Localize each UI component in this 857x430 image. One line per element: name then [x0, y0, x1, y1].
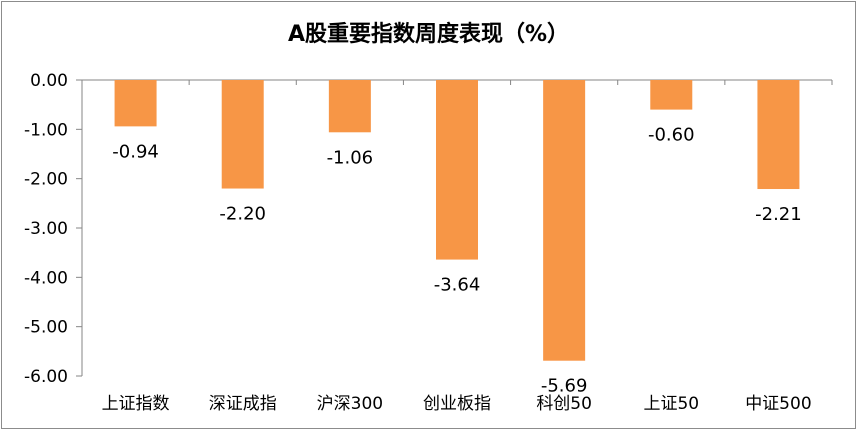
bar: [436, 80, 478, 260]
chart-axes: 0.00 -1.00 -2.00 -3.00 -4.00 -5.00 -6.00 上证指数 深证…: [24, 71, 833, 414]
y-tick-label: -2.00: [24, 170, 68, 190]
x-category-label: 科创50: [536, 394, 592, 414]
y-tick-label: -4.00: [24, 268, 68, 288]
bar-value-label: -0.94: [112, 141, 159, 162]
x-category-label: 上证指数: [102, 394, 170, 414]
chart-title: A股重要指数周度表现（%）: [287, 22, 570, 47]
bar-value-label: -2.21: [755, 204, 802, 225]
y-tick-label: -6.00: [24, 367, 68, 387]
bar: [543, 80, 586, 361]
y-tick-label: 0.00: [30, 71, 68, 91]
y-tick-label: -1.00: [24, 120, 68, 140]
data-labels: -0.94 -2.20 -1.06 -3.64 -5.69 -0.60 -2.21: [112, 125, 801, 397]
bar: [114, 80, 157, 127]
y-tick-label: -3.00: [24, 219, 68, 239]
x-category-label: 沪深300: [317, 394, 383, 414]
y-tick-label: -5.00: [24, 318, 68, 338]
bar-value-label: -0.60: [648, 125, 695, 146]
bar-series: [114, 80, 800, 361]
x-category-label: 创业板指: [423, 394, 491, 414]
x-category-label: 深证成指: [209, 394, 277, 414]
bar-value-label: -3.64: [434, 275, 481, 296]
bar-value-label: -5.69: [541, 376, 588, 397]
x-category-label: 上证50: [643, 394, 699, 414]
bar: [650, 80, 693, 110]
bar: [328, 80, 371, 133]
bar: [221, 80, 264, 189]
bar-value-label: -2.20: [219, 204, 266, 225]
x-category-label: 中证500: [745, 394, 811, 414]
bar: [757, 80, 800, 190]
bar-value-label: -1.06: [327, 147, 374, 168]
